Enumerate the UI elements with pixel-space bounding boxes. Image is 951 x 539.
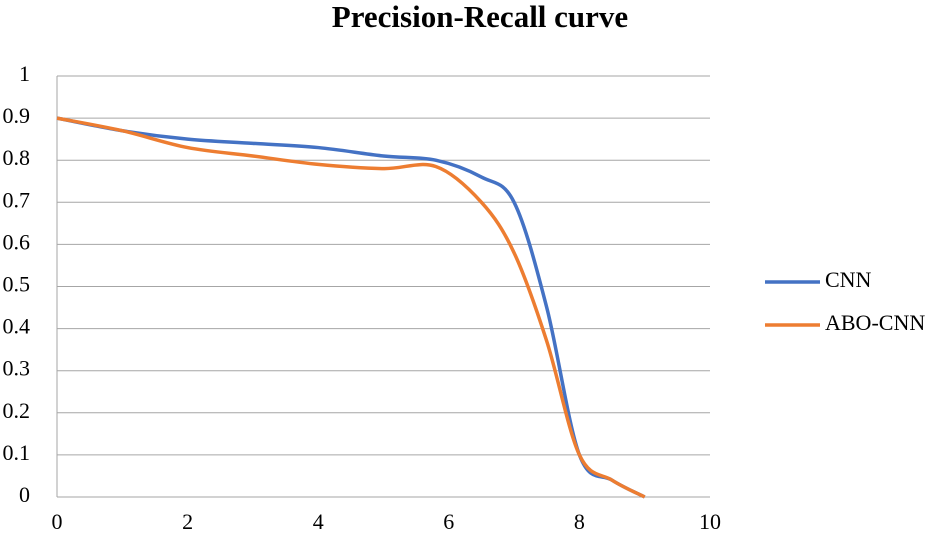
x-tick-label: 10 [699, 509, 721, 534]
y-tick-label: 0.1 [3, 440, 31, 465]
y-tick-label: 0.2 [3, 398, 31, 423]
x-tick-label: 6 [443, 509, 454, 534]
y-tick-label: 0.9 [3, 103, 31, 128]
x-tick-label: 2 [182, 509, 193, 534]
y-tick-label: 0.3 [3, 356, 31, 381]
legend-label: ABO-CNN [825, 310, 925, 335]
line [56, 116, 646, 499]
line [56, 116, 646, 499]
chart-title: Precision-Recall curve [332, 0, 628, 34]
y-tick-label: 0.6 [3, 229, 31, 254]
y-tick-label: 0.5 [3, 272, 31, 297]
y-tick-label: 0.4 [3, 314, 31, 339]
x-tick-label: 0 [52, 509, 63, 534]
y-tick-label: 0.8 [3, 145, 31, 170]
legend-label: CNN [825, 267, 872, 292]
y-tick-label: 0.7 [3, 187, 31, 212]
y-tick-label: 1 [19, 61, 30, 86]
x-tick-label: 8 [574, 509, 585, 534]
y-tick-label: 0 [19, 482, 30, 507]
x-tick-label: 4 [313, 509, 324, 534]
